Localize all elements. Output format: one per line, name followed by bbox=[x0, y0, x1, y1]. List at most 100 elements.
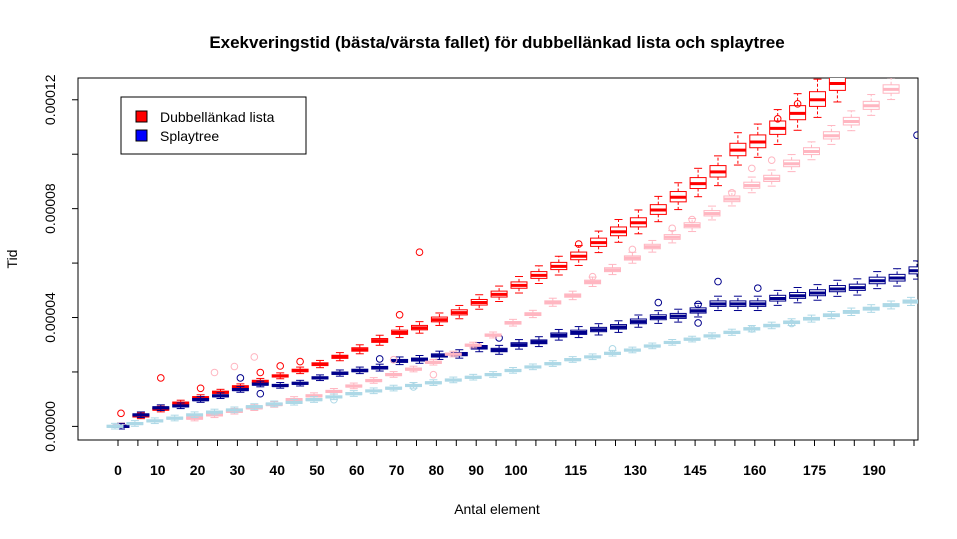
box-1-38 bbox=[868, 271, 886, 290]
series-2 bbox=[186, 78, 900, 422]
box-3-30 bbox=[703, 332, 721, 340]
box-1-34 bbox=[789, 287, 807, 304]
box-0-24 bbox=[590, 230, 608, 254]
box-0-12 bbox=[351, 344, 369, 355]
box-0-30 bbox=[709, 155, 727, 187]
box-2-38 bbox=[862, 94, 880, 116]
outlier-point bbox=[330, 395, 338, 404]
box-3-40 bbox=[902, 296, 918, 306]
x-tick-label: 20 bbox=[190, 462, 206, 478]
box-1-9 bbox=[291, 379, 309, 387]
x-tick-label: 70 bbox=[389, 462, 405, 478]
box-1-11 bbox=[331, 369, 349, 377]
box-1-32 bbox=[749, 295, 767, 312]
box-0-33 bbox=[769, 109, 787, 145]
box-3-18 bbox=[464, 373, 482, 381]
box-3-13 bbox=[365, 387, 383, 395]
x-tick-label: 100 bbox=[504, 462, 528, 478]
box-2-35 bbox=[803, 141, 820, 161]
outlier-point bbox=[668, 224, 677, 233]
box-0-22 bbox=[550, 255, 568, 276]
y-tick-label: 0.00000 bbox=[42, 401, 58, 452]
outlier-point bbox=[415, 248, 424, 256]
box-1-27 bbox=[649, 310, 667, 324]
box-2-30 bbox=[703, 205, 721, 221]
outlier-point bbox=[210, 368, 219, 377]
outlier-point bbox=[395, 310, 404, 319]
box-1-15 bbox=[411, 355, 428, 364]
outlier-point bbox=[157, 374, 165, 382]
box-1-37 bbox=[848, 278, 866, 296]
box-1-6 bbox=[231, 386, 249, 393]
plot-marks bbox=[106, 69, 918, 430]
box-3-6 bbox=[225, 406, 243, 414]
box-3-39 bbox=[882, 300, 900, 310]
y-tick-label: 0.00012 bbox=[42, 74, 58, 125]
outlier-point bbox=[694, 319, 702, 327]
box-3-19 bbox=[484, 371, 502, 378]
box-2-39 bbox=[882, 78, 900, 101]
outlier-point bbox=[688, 215, 696, 224]
box-1-3 bbox=[172, 402, 190, 410]
box-3-2 bbox=[146, 417, 164, 425]
box-1-5 bbox=[212, 392, 229, 400]
box-2-29 bbox=[683, 217, 701, 233]
outlier-point bbox=[375, 355, 384, 363]
box-3-17 bbox=[444, 376, 462, 384]
legend: Dubbellänkad lista Splaytree bbox=[120, 96, 307, 155]
box-1-23 bbox=[570, 326, 588, 339]
outlier-point bbox=[748, 164, 756, 173]
box-1-25 bbox=[610, 320, 627, 333]
box-1-21 bbox=[530, 336, 548, 348]
box-1-33 bbox=[769, 289, 787, 306]
box-1-19 bbox=[490, 344, 508, 355]
box-1-2 bbox=[152, 404, 170, 411]
x-axis: 0 10 20 30 40 50 60 70 80 90 100 115 130 145 160 175 190 bbox=[114, 439, 915, 478]
legend-swatch-linked-list bbox=[135, 110, 148, 123]
box-1-20 bbox=[510, 339, 528, 350]
box-1-12 bbox=[351, 366, 369, 375]
box-3-22 bbox=[544, 360, 562, 367]
box-2-18 bbox=[464, 341, 482, 349]
box-0-36 bbox=[828, 78, 846, 103]
box-3-38 bbox=[862, 304, 880, 313]
box-0-20 bbox=[510, 276, 528, 294]
box-3-27 bbox=[643, 342, 661, 350]
outlier-point bbox=[429, 370, 438, 379]
x-tick-label: 60 bbox=[349, 462, 365, 478]
outlier-point bbox=[250, 353, 259, 361]
box-3-33 bbox=[763, 321, 781, 330]
outlier-point bbox=[628, 245, 637, 254]
y-axis: 0.00000 0.00004 0.00008 0.00012 bbox=[42, 74, 79, 452]
outlier-point bbox=[230, 362, 239, 371]
outlier-point bbox=[296, 357, 304, 366]
box-2-26 bbox=[623, 251, 641, 264]
box-0-9 bbox=[291, 366, 309, 375]
box-2-13 bbox=[365, 377, 383, 384]
box-2-22 bbox=[544, 297, 562, 307]
outlier-point bbox=[608, 345, 617, 353]
box-2-17 bbox=[444, 350, 462, 358]
legend-swatch-splaytree bbox=[135, 129, 148, 142]
x-tick-label: 145 bbox=[683, 462, 707, 478]
outlier-point bbox=[714, 277, 722, 286]
outlier-point bbox=[834, 69, 841, 76]
box-3-8 bbox=[265, 400, 283, 408]
box-0-18 bbox=[470, 294, 488, 310]
box-2-15 bbox=[405, 365, 422, 373]
outlier-point bbox=[728, 189, 736, 197]
box-2-19 bbox=[484, 331, 502, 339]
x-tick-label: 160 bbox=[743, 462, 767, 478]
x-tick-label: 40 bbox=[269, 462, 285, 478]
x-tick-label: 50 bbox=[309, 462, 325, 478]
outlier-point bbox=[117, 409, 125, 418]
box-1-4 bbox=[192, 396, 210, 403]
outlier-point bbox=[236, 374, 245, 382]
box-3-4 bbox=[186, 411, 204, 419]
box-0-27 bbox=[649, 195, 667, 223]
box-1-29 bbox=[689, 302, 707, 318]
box-3-35 bbox=[803, 314, 820, 323]
outlier-point bbox=[196, 384, 205, 393]
box-2-34 bbox=[783, 154, 801, 173]
box-1-8 bbox=[271, 382, 289, 389]
